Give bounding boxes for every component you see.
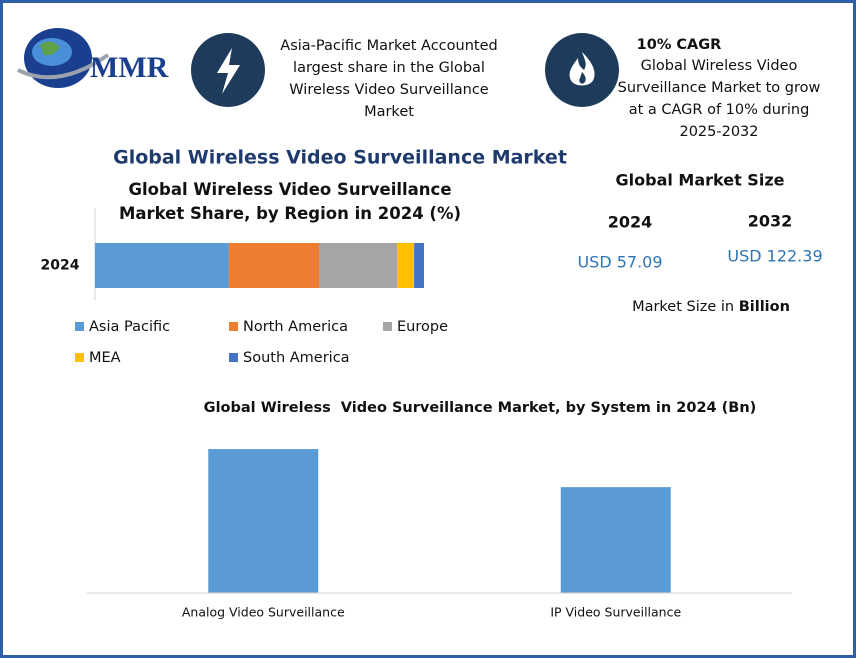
legend-label: Europe <box>397 319 448 335</box>
highlight-text: Asia-Pacific Market Accounted largest sh… <box>280 38 498 120</box>
market-note: Market Size in Billion <box>632 299 790 315</box>
legend-swatch <box>229 322 238 331</box>
market-year: 2024 <box>608 213 653 232</box>
legend-swatch <box>229 353 238 362</box>
bar-segment <box>414 243 424 288</box>
legend-swatch <box>75 353 84 362</box>
note-text: Market Size in <box>632 299 734 315</box>
legend-label: Asia Pacific <box>89 319 170 335</box>
chart-title: Global Wireless Video Surveillance Marke… <box>118 180 462 223</box>
market-size-title: Global Market Size <box>616 171 785 190</box>
x-tick-label: Analog Video Surveillance <box>182 605 345 620</box>
highlight-text: Global Wireless Video Surveillance Marke… <box>617 58 821 140</box>
cagr-title: 10% CAGR <box>637 37 722 53</box>
bar <box>560 487 671 593</box>
x-tick-label: IP Video Surveillance <box>550 605 681 620</box>
legend-label: North America <box>243 319 348 335</box>
bar-segment <box>319 243 398 288</box>
bar-segment <box>397 243 415 288</box>
chart-title: Global Wireless Video Surveillance Marke… <box>204 400 757 416</box>
main-title: Global Wireless Video Surveillance Marke… <box>113 147 567 169</box>
y-tick-label: 2024 <box>41 258 80 274</box>
market-value: USD 122.39 <box>727 247 822 266</box>
bar-segment <box>228 243 320 288</box>
logo-text: MMR <box>90 51 169 84</box>
legend-swatch <box>383 322 392 331</box>
logo: MMR <box>17 28 169 88</box>
icon-bolt <box>191 33 265 107</box>
icon-flame <box>545 33 619 107</box>
note-unit: Billion <box>739 299 790 315</box>
legend-label: MEA <box>89 350 121 366</box>
bar <box>208 449 319 593</box>
market-year: 2032 <box>748 212 793 231</box>
bar-segment <box>95 243 229 288</box>
legend-swatch <box>75 322 84 331</box>
market-value: USD 57.09 <box>577 253 662 272</box>
legend-label: South America <box>243 350 350 366</box>
